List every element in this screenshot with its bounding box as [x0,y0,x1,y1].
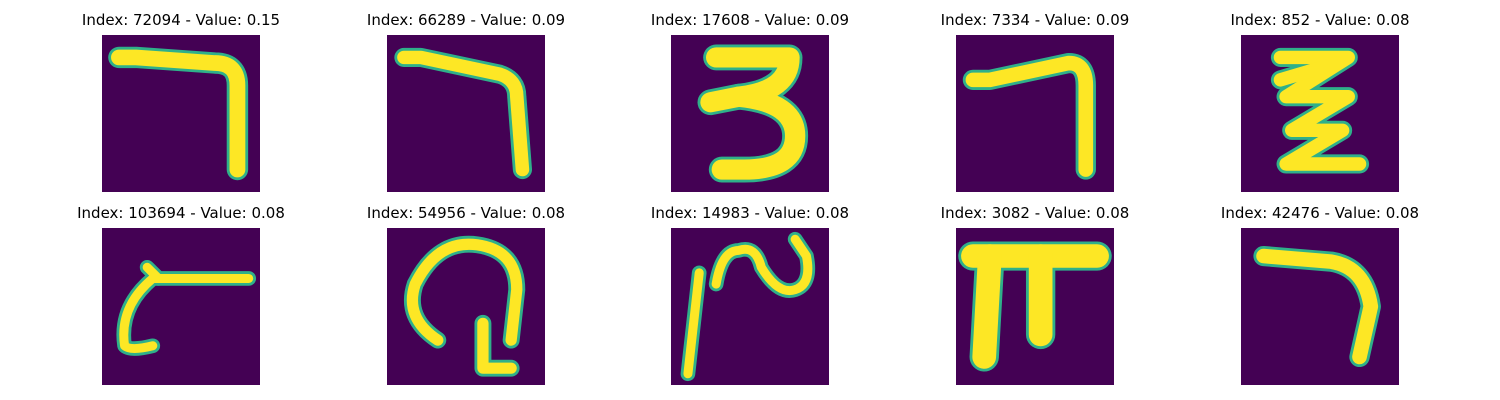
panel-title: Index: 17608 - Value: 0.09 [651,11,849,29]
digit-image [956,228,1114,385]
digit-image [1241,35,1399,192]
three-shape-image [671,35,829,192]
panel-title: Index: 66289 - Value: 0.09 [367,11,565,29]
digit-image [387,35,545,192]
digit-image [671,228,829,385]
seven-shape-image [387,35,545,192]
seven-shape-image [956,35,1114,192]
panel-title: Index: 42476 - Value: 0.08 [1221,204,1419,222]
digit-image [102,35,260,192]
loop-shape-image [387,228,545,385]
pi-shape-image [956,228,1114,385]
digit-image [956,35,1114,192]
digit-image [1241,228,1399,385]
panel-title: Index: 852 - Value: 0.08 [1230,11,1409,29]
stroke-core [711,97,739,103]
squiggle-shape-image [671,228,829,385]
seven-shape-image [102,35,260,192]
zigzag-shape-image [1241,35,1399,192]
digit-image [387,228,545,385]
digit-image [102,228,260,385]
panel-title: Index: 54956 - Value: 0.08 [367,204,565,222]
seven-shape-image [1241,228,1399,385]
panel-title: Index: 103694 - Value: 0.08 [77,204,285,222]
digit-image [671,35,829,192]
stroke-core [984,256,990,357]
hook-shape-image [102,228,260,385]
panel-title: Index: 7334 - Value: 0.09 [941,11,1130,29]
panel-title: Index: 3082 - Value: 0.08 [941,204,1130,222]
panel-title: Index: 14983 - Value: 0.08 [651,204,849,222]
panel-title: Index: 72094 - Value: 0.15 [82,11,280,29]
